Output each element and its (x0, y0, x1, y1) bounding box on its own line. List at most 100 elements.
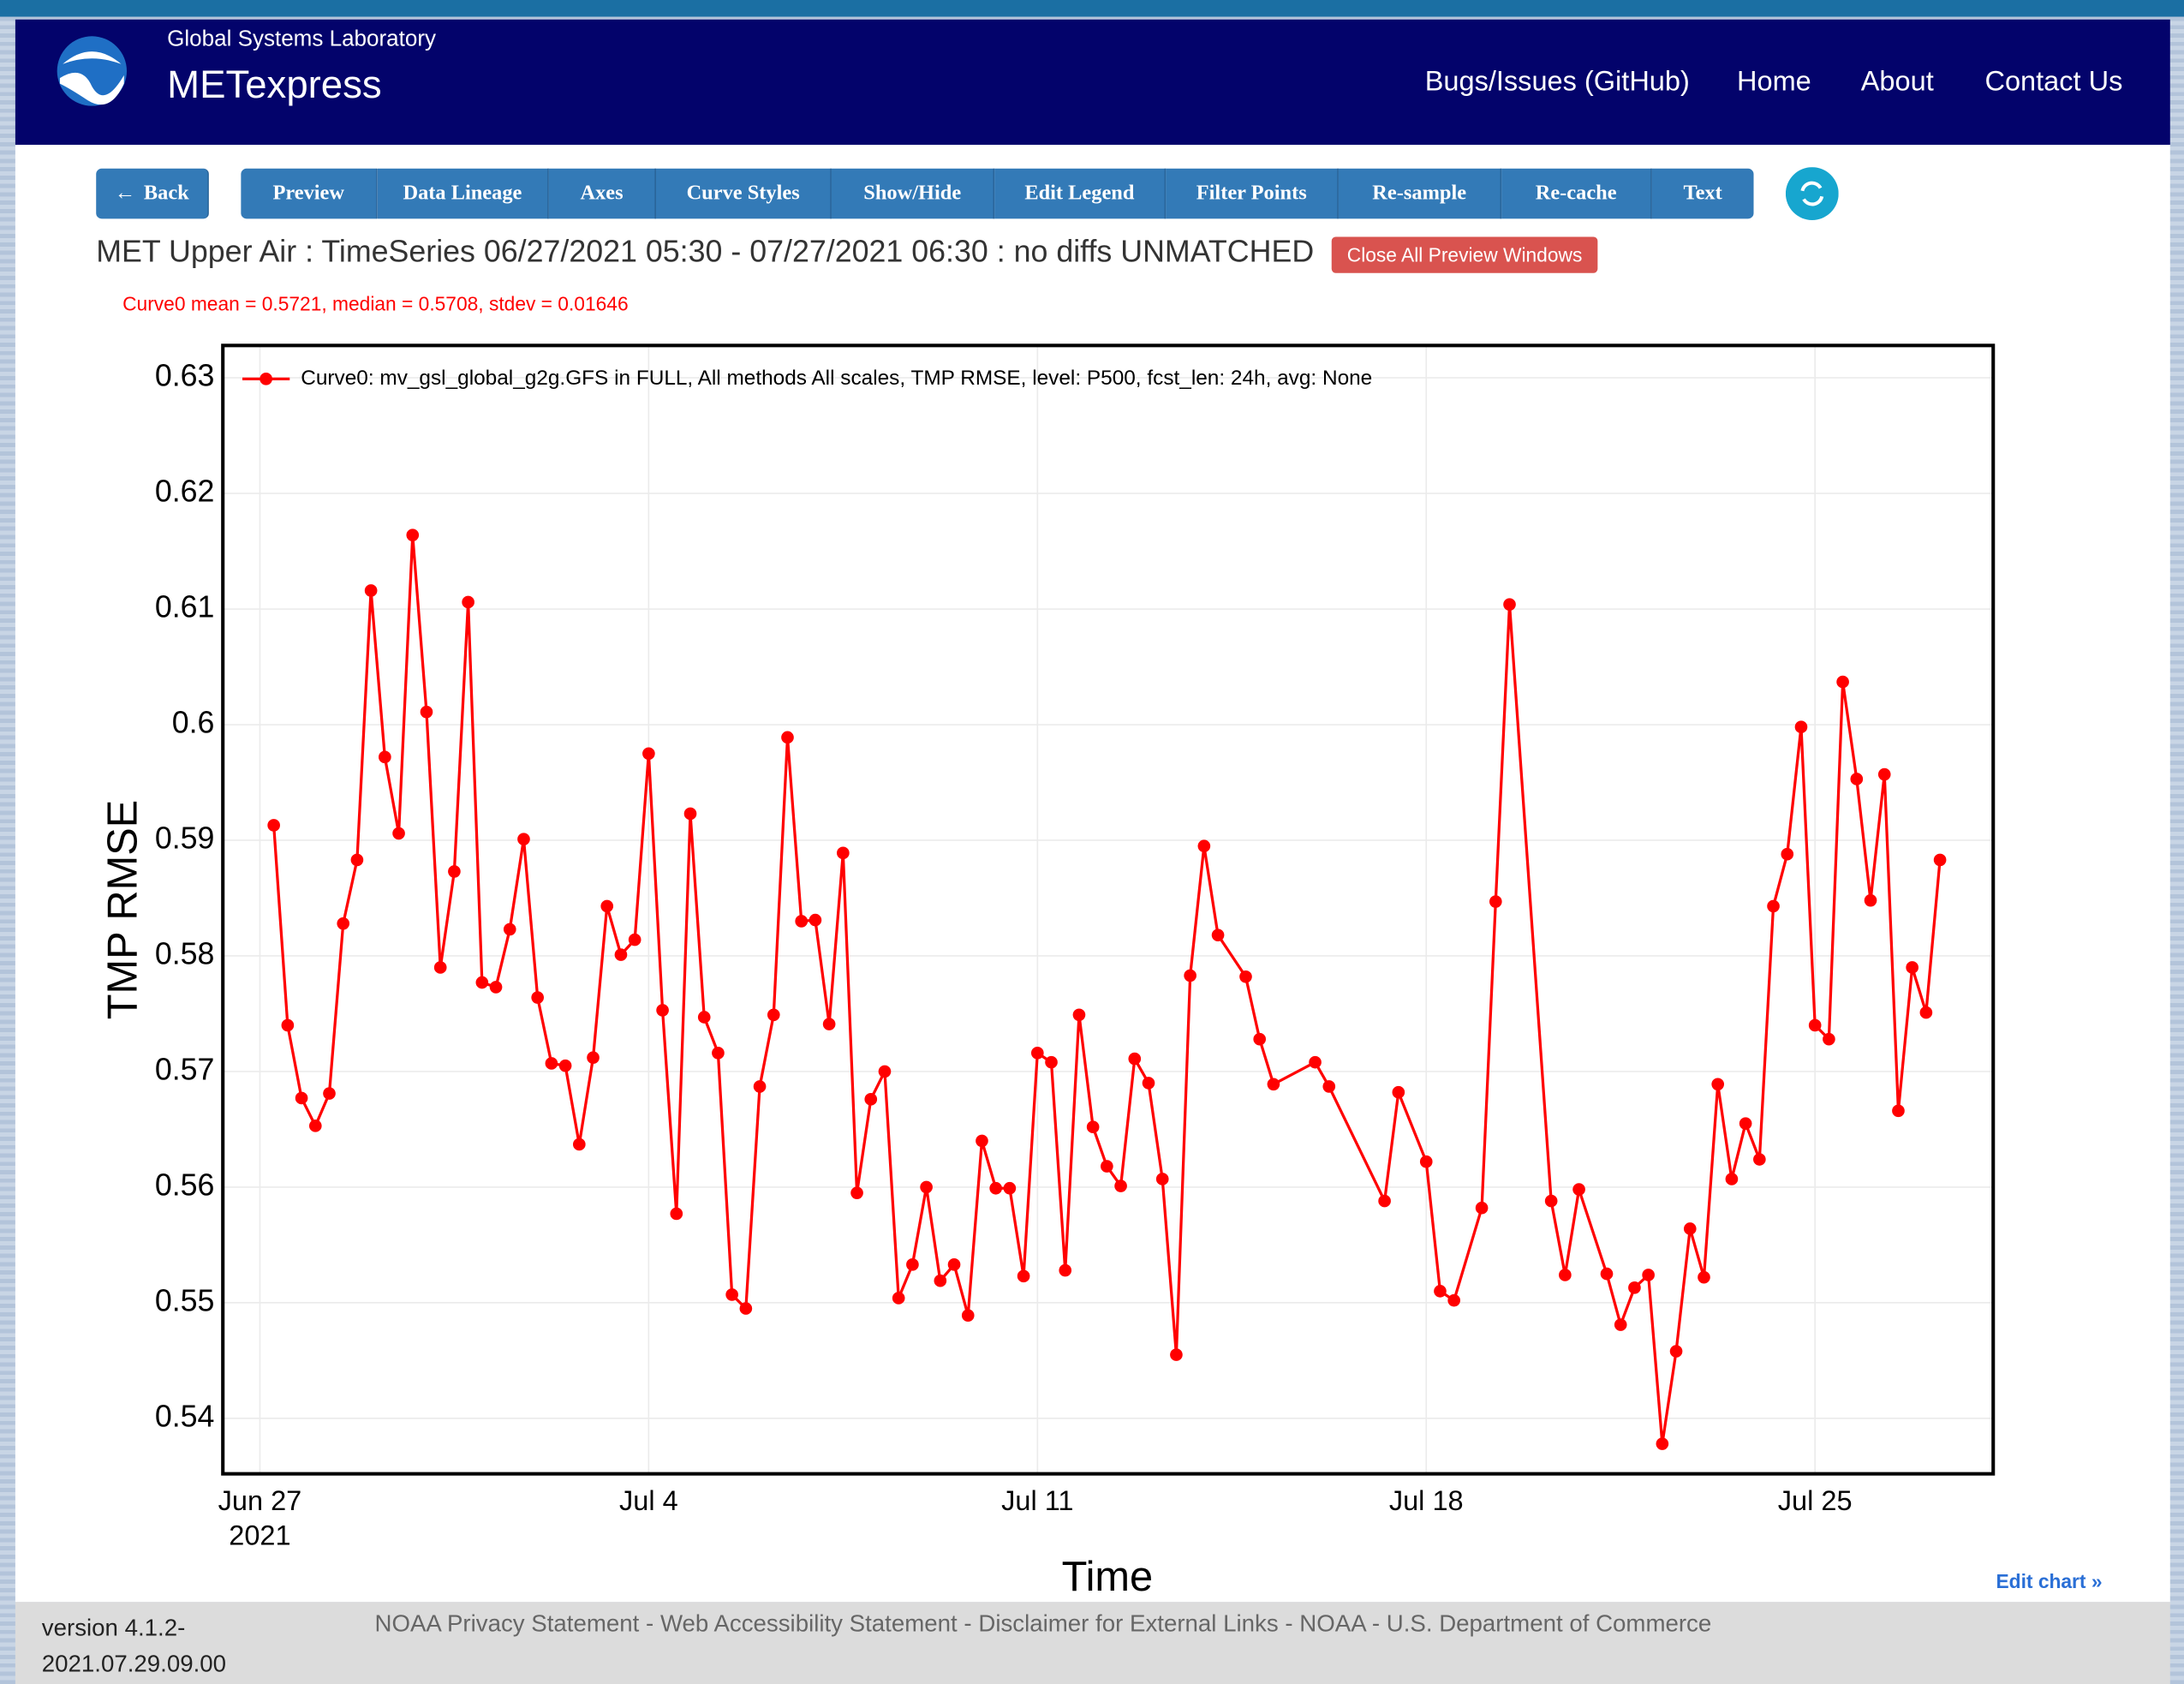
data-point (350, 853, 364, 867)
preview-button[interactable]: Preview (241, 168, 378, 219)
data-point (934, 1274, 947, 1287)
data-point (1642, 1269, 1655, 1281)
data-point (809, 913, 822, 927)
data-point (1836, 675, 1849, 689)
data-point (1072, 1008, 1086, 1022)
data-point (1322, 1080, 1336, 1093)
x-tick-label: Jul 4 (619, 1485, 678, 1516)
data-point (1906, 961, 1918, 974)
curve-styles-button[interactable]: Curve Styles (655, 168, 832, 219)
x-tick-label: Jul 25 (1778, 1485, 1853, 1516)
data-point (1600, 1267, 1614, 1281)
y-tick-label: 0.55 (155, 1283, 215, 1317)
data-point (1892, 1104, 1905, 1118)
data-point (656, 1004, 669, 1017)
data-point (892, 1292, 905, 1305)
data-point (1669, 1345, 1683, 1358)
y-tick-label: 0.61 (155, 590, 215, 624)
y-tick-label: 0.57 (155, 1052, 215, 1086)
data-point (1656, 1437, 1669, 1450)
y-axis-title: TMP RMSE (99, 800, 146, 1020)
nav-link[interactable]: Bugs/Issues (GitHub) (1424, 67, 1690, 98)
plot-title: MET Upper Air : TimeSeries 06/27/2021 05… (96, 234, 1315, 269)
footer-link[interactable]: NOAA (1299, 1610, 1366, 1637)
show-hide-button[interactable]: Show/Hide (831, 168, 995, 219)
x-tick-label: Jun 27 2021 (218, 1485, 302, 1551)
edit-chart-link[interactable]: Edit chart » (1996, 1569, 2103, 1592)
y-tick-label: 0.58 (155, 936, 215, 970)
y-tick-label: 0.56 (155, 1167, 215, 1202)
version: version 4.1.2-2021.07.29.09.00 (41, 1614, 227, 1678)
data-point (837, 846, 850, 860)
data-point (1544, 1194, 1558, 1208)
data-point (614, 948, 628, 961)
data-point (683, 807, 697, 821)
data-point (767, 1008, 780, 1022)
data-point (822, 1018, 836, 1030)
axes-button[interactable]: Axes (548, 168, 656, 219)
data-point (1739, 1117, 1752, 1130)
data-point (1128, 1052, 1142, 1066)
data-point (323, 1087, 336, 1100)
data-point (1489, 895, 1502, 908)
footer-links: NOAA Privacy Statement - Web Accessibili… (374, 1610, 1711, 1639)
x-tick-label: Jul 18 (1389, 1485, 1464, 1516)
data-point (1559, 1269, 1572, 1281)
data-lineage-button[interactable]: Data Lineage (377, 168, 549, 219)
footer-link[interactable]: Disclaimer for External Links (978, 1610, 1279, 1637)
data-point (448, 865, 461, 878)
footer-link[interactable]: U.S. Department of Commerce (1386, 1610, 1712, 1637)
data-point (878, 1065, 892, 1078)
series-line (272, 534, 1942, 1444)
filter-points-button[interactable]: Filter Points (1166, 168, 1339, 219)
resample-button[interactable]: Re-sample (1338, 168, 1502, 219)
data-point (628, 933, 641, 947)
y-tick-label: 0.59 (155, 821, 215, 855)
refresh-button[interactable] (1785, 167, 1839, 220)
data-point (642, 747, 655, 761)
data-point (1864, 893, 1877, 907)
data-point (1267, 1078, 1280, 1091)
data-point (1628, 1281, 1641, 1294)
data-point (1753, 1153, 1766, 1166)
data-point (781, 731, 794, 744)
footer-link[interactable]: NOAA Privacy Statement (374, 1610, 640, 1637)
org-name: Global Systems Laboratory (167, 27, 437, 52)
data-point (795, 915, 809, 928)
y-tick-label: 0.63 (155, 359, 215, 393)
recache-button[interactable]: Re-cache (1501, 168, 1652, 219)
data-point (517, 833, 530, 845)
button-label: Back (143, 182, 189, 205)
footer-link[interactable]: Web Accessibility Statement (659, 1610, 958, 1637)
data-point (295, 1091, 308, 1105)
data-point (1170, 1348, 1183, 1361)
edit-legend-button[interactable]: Edit Legend (994, 168, 1167, 219)
app-name[interactable]: METexpress (167, 63, 382, 106)
data-point (545, 1057, 558, 1070)
close-preview-button[interactable]: Close All Preview Windows (1331, 236, 1598, 273)
legend-marker (260, 373, 272, 385)
data-point (1184, 969, 1196, 982)
data-point (558, 1059, 572, 1072)
separator: - (1371, 1610, 1381, 1637)
grid (223, 345, 1994, 1474)
data-point (587, 1051, 600, 1065)
y-tick-label: 0.62 (155, 475, 215, 509)
nav-link[interactable]: About (1860, 67, 1934, 98)
nav-link[interactable]: Home (1736, 67, 1811, 98)
y-tick-label: 0.54 (155, 1399, 215, 1433)
nav-link[interactable]: Contact Us (1984, 67, 2123, 98)
back-button[interactable]: ← Back (96, 168, 209, 219)
data-point (433, 961, 447, 974)
data-point (1309, 1055, 1322, 1069)
data-point (1877, 767, 1891, 781)
data-point (1767, 899, 1780, 913)
data-point (1919, 1006, 1933, 1019)
separator: - (646, 1610, 654, 1637)
data-point (961, 1309, 975, 1323)
data-point (725, 1288, 738, 1301)
text-button[interactable]: Text (1651, 168, 1754, 219)
noaa-logo[interactable] (54, 33, 129, 109)
